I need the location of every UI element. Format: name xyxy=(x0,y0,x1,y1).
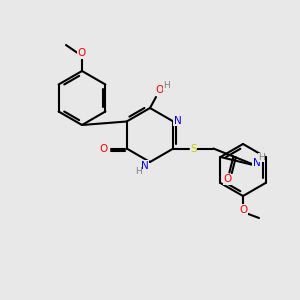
Text: O: O xyxy=(223,175,232,184)
Text: S: S xyxy=(190,143,197,154)
Text: H: H xyxy=(135,167,141,176)
Text: H: H xyxy=(164,82,170,91)
Text: N: N xyxy=(253,158,260,169)
Text: O: O xyxy=(100,143,108,154)
Text: O: O xyxy=(78,48,86,58)
Text: O: O xyxy=(156,85,164,95)
Text: N: N xyxy=(173,116,181,125)
Text: H: H xyxy=(258,153,265,162)
Text: O: O xyxy=(239,205,247,215)
Text: N: N xyxy=(141,161,149,171)
